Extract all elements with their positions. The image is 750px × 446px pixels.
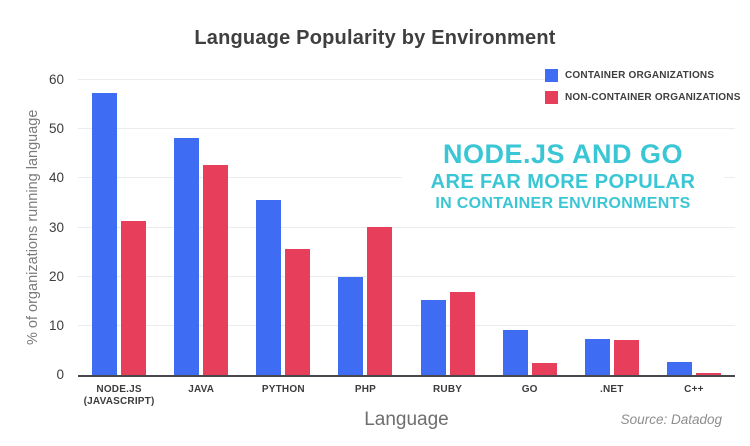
bar-container-node-js	[92, 92, 118, 375]
x-category-label: PYTHON	[261, 384, 305, 395]
y-tick-label: 10	[48, 317, 64, 333]
legend-swatch	[545, 69, 558, 82]
bar-non-container-c	[695, 373, 721, 375]
annotation-line-3: IN CONTAINER ENVIRONMENTS	[435, 195, 691, 213]
bar-group-java	[160, 80, 242, 375]
x-category-label: GO	[521, 384, 538, 395]
bar-group-c	[653, 80, 735, 375]
x-category-label: .NET	[600, 384, 624, 395]
y-tick-label: 0	[56, 367, 64, 382]
bar-non-container-ruby	[449, 292, 475, 375]
bar-non-container-php	[367, 226, 393, 375]
bar-group-python	[242, 80, 324, 375]
gridline	[78, 79, 735, 80]
legend-item: CONTAINER ORGANIZATIONS	[545, 69, 741, 82]
bar-container-go	[502, 329, 528, 375]
legend-swatch	[545, 91, 558, 104]
bar-group-net	[571, 80, 653, 375]
bar-non-container-net	[613, 340, 639, 375]
x-axis-title: Language	[364, 409, 449, 430]
y-tick-label: 60	[48, 72, 64, 87]
x-axis-labels: NODE.JS (JAVASCRIPT) JAVA PYTHON PHP RUBY GO .N…	[78, 384, 735, 408]
bar-non-container-node-js	[121, 221, 147, 375]
bar-container-ruby	[420, 299, 446, 375]
bar-non-container-python	[285, 249, 311, 375]
bar-non-container-java	[203, 164, 229, 375]
y-tick-label: 50	[48, 121, 64, 137]
bars-container	[78, 80, 735, 375]
y-tick-label: 40	[48, 170, 64, 186]
chart-title: Language Popularity by Environment	[194, 27, 556, 49]
x-category-label: NODE.JS (JAVASCRIPT)	[83, 384, 155, 407]
x-category-label: JAVA	[188, 384, 215, 395]
legend-item: NON-CONTAINER ORGANIZATIONS	[545, 91, 741, 104]
gridline	[78, 128, 735, 130]
legend: CONTAINER ORGANIZATIONS NON-CONTAINER ORG…	[545, 67, 745, 113]
bar-non-container-go	[531, 362, 557, 375]
gridline	[78, 324, 735, 326]
y-tick-label: 30	[48, 219, 64, 235]
plot-area	[78, 79, 735, 377]
bar-container-php	[338, 277, 364, 375]
x-category-label: PHP	[354, 384, 377, 395]
x-category-label: RUBY	[432, 384, 463, 395]
bar-group-ruby	[407, 80, 489, 375]
bar-group-go	[489, 80, 571, 375]
x-category-label: C++	[684, 384, 704, 395]
bar-container-net	[584, 338, 610, 375]
annotation-line-1: NODE.JS AND GO	[442, 139, 684, 169]
bar-group-php	[324, 80, 406, 375]
bar-container-c	[666, 362, 692, 375]
gridline	[78, 275, 735, 277]
source-credit: Source: Datadog	[620, 412, 722, 427]
annotation: NODE.JS AND GO ARE FAR MORE POPULAR IN C…	[402, 137, 724, 218]
bar-group-node-js	[78, 80, 160, 375]
annotation-line-2: ARE FAR MORE POPULAR	[430, 171, 696, 194]
legend-label: NON-CONTAINER ORGANIZATIONS	[565, 92, 741, 103]
y-tick-label: 20	[48, 268, 64, 284]
gridline	[78, 226, 735, 228]
bar-container-python	[256, 199, 282, 375]
bar-container-java	[174, 137, 200, 375]
y-axis-ticks: 0 10 20 30 40 50 60	[0, 73, 72, 382]
legend-label: CONTAINER ORGANIZATIONS	[565, 70, 715, 81]
